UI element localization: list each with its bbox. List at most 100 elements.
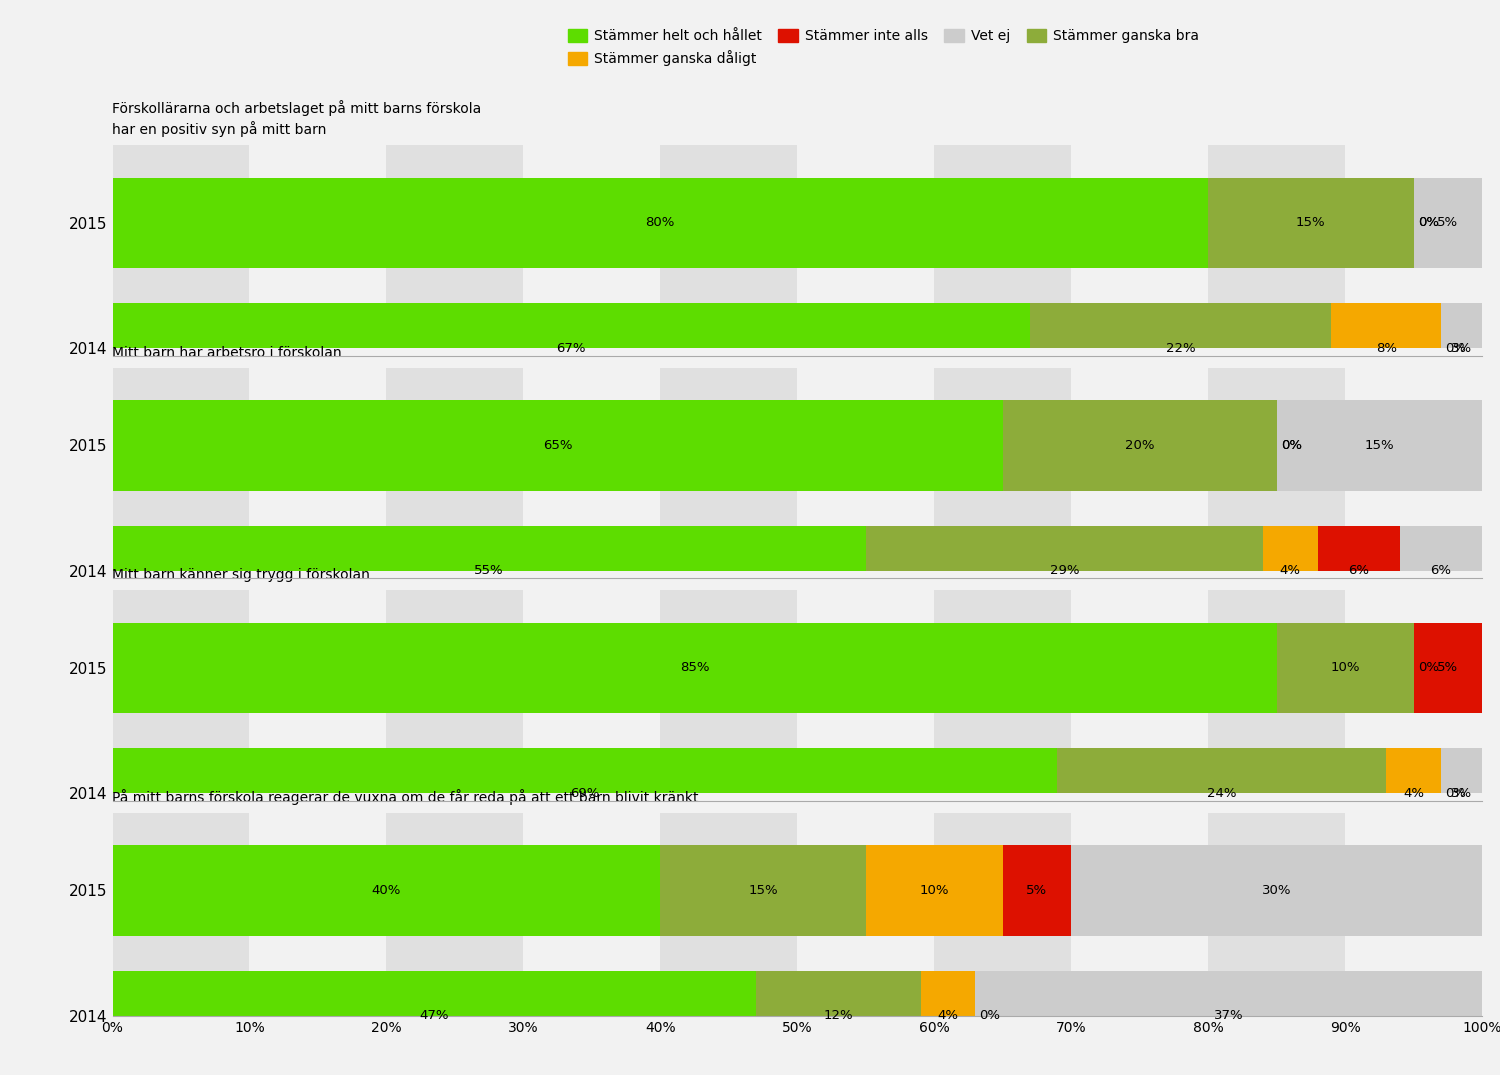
Bar — [1208, 368, 1346, 571]
Bar — [1276, 400, 1482, 490]
Text: 5%: 5% — [1026, 884, 1047, 897]
Bar — [934, 368, 1071, 571]
Text: 3%: 3% — [1450, 787, 1472, 800]
Text: 0%: 0% — [1418, 216, 1438, 229]
Bar — [249, 145, 387, 348]
Text: 37%: 37% — [1214, 1009, 1243, 1022]
Bar — [112, 400, 1002, 490]
Bar — [112, 526, 866, 616]
Text: 3%: 3% — [1450, 342, 1472, 355]
Bar — [112, 748, 1058, 838]
Text: Förskollärarna och arbetslaget på mitt barns förskola
har en positiv syn på mitt: Förskollärarna och arbetslaget på mitt b… — [112, 100, 482, 137]
Text: 20%: 20% — [1125, 439, 1155, 452]
Bar — [112, 971, 756, 1061]
Bar — [1208, 813, 1346, 1016]
Bar — [112, 590, 249, 793]
Bar — [1413, 177, 1482, 268]
Bar — [1346, 145, 1482, 348]
Text: På mitt barns förskola reagerar de vuxna om de får reda på att ett barn blivit k: På mitt barns förskola reagerar de vuxna… — [112, 789, 699, 804]
Bar — [524, 813, 660, 1016]
Bar — [660, 590, 798, 793]
Bar — [798, 368, 934, 571]
Bar — [1346, 368, 1482, 571]
Bar — [1071, 590, 1208, 793]
Text: 69%: 69% — [570, 787, 600, 800]
Text: 29%: 29% — [1050, 564, 1078, 577]
Bar — [756, 971, 921, 1061]
Bar — [1386, 748, 1442, 838]
Text: 24%: 24% — [1208, 787, 1236, 800]
Bar — [934, 813, 1071, 1016]
Bar — [524, 368, 660, 571]
Bar — [1071, 368, 1208, 571]
Bar — [387, 368, 524, 571]
Bar — [1442, 748, 1482, 838]
Bar — [1400, 526, 1482, 616]
Bar — [524, 145, 660, 348]
Text: 0%: 0% — [1281, 439, 1302, 452]
Text: 0%: 0% — [980, 1009, 1000, 1022]
Bar — [112, 303, 1030, 393]
Text: 4%: 4% — [938, 1009, 958, 1022]
Bar — [112, 622, 1276, 713]
Bar — [798, 145, 934, 348]
Bar — [1071, 813, 1208, 1016]
Bar — [1346, 590, 1482, 793]
Bar — [660, 145, 798, 348]
Text: 0%: 0% — [1444, 342, 1466, 355]
Bar — [1317, 526, 1400, 616]
Bar — [249, 590, 387, 793]
Bar — [524, 590, 660, 793]
Text: 40%: 40% — [372, 884, 400, 897]
Bar — [112, 368, 249, 571]
Text: 22%: 22% — [1166, 342, 1196, 355]
Text: 10%: 10% — [1330, 661, 1360, 674]
Text: 6%: 6% — [1348, 564, 1370, 577]
Bar — [1332, 303, 1442, 393]
Bar — [112, 177, 1208, 268]
Bar — [1002, 400, 1276, 490]
Bar — [387, 590, 524, 793]
Bar — [387, 813, 524, 1016]
Bar — [660, 813, 798, 1016]
Bar — [865, 845, 1002, 935]
Bar — [798, 590, 934, 793]
Text: 4%: 4% — [1402, 787, 1423, 800]
Bar — [1346, 813, 1482, 1016]
Bar — [1442, 303, 1482, 393]
Bar — [1276, 622, 1413, 713]
Bar — [1208, 145, 1346, 348]
Bar — [798, 813, 934, 1016]
Bar — [1071, 845, 1482, 935]
Text: 15%: 15% — [1296, 216, 1326, 229]
Text: 0%: 0% — [1418, 661, 1438, 674]
Bar — [1002, 845, 1071, 935]
Text: 6%: 6% — [1431, 564, 1452, 577]
Text: 15%: 15% — [748, 884, 778, 897]
Bar — [975, 971, 1482, 1061]
Bar — [1413, 622, 1482, 713]
Bar — [1071, 145, 1208, 348]
Bar — [934, 145, 1071, 348]
Text: 0%: 0% — [1281, 439, 1302, 452]
Bar — [660, 368, 798, 571]
Bar — [934, 590, 1071, 793]
Text: 0%: 0% — [1418, 216, 1438, 229]
Bar — [249, 813, 387, 1016]
Bar — [249, 368, 387, 571]
Text: 30%: 30% — [1262, 884, 1292, 897]
Text: 12%: 12% — [824, 1009, 854, 1022]
Text: 8%: 8% — [1376, 342, 1396, 355]
Text: 5%: 5% — [1437, 216, 1458, 229]
Text: Mitt barn har arbetsro i förskolan: Mitt barn har arbetsro i förskolan — [112, 345, 342, 359]
Bar — [387, 145, 524, 348]
Bar — [112, 145, 249, 348]
Bar — [1263, 526, 1317, 616]
Bar — [112, 813, 249, 1016]
Text: Mitt barn känner sig trygg i förskolan: Mitt barn känner sig trygg i förskolan — [112, 568, 370, 582]
Text: 80%: 80% — [645, 216, 675, 229]
Bar — [1208, 590, 1346, 793]
Bar — [865, 526, 1263, 616]
Text: 4%: 4% — [1280, 564, 1300, 577]
Bar — [1208, 177, 1413, 268]
